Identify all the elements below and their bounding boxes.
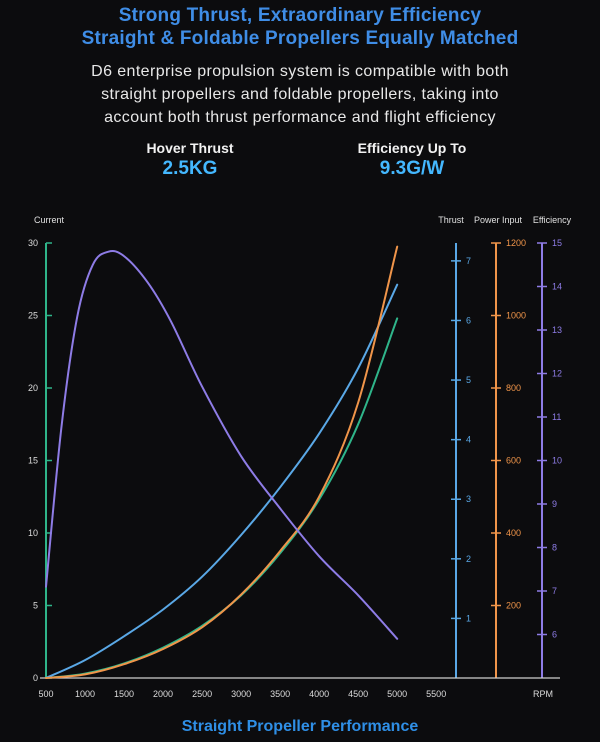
current-series-line [45, 317, 399, 679]
x-tick-label: 3500 [270, 689, 290, 699]
efficiency-tick-label: 15 [552, 238, 562, 248]
x-tick-label: 500 [38, 689, 53, 699]
x-tick-label: 2500 [192, 689, 212, 699]
efficiency-tick-label: 7 [552, 586, 557, 596]
power-axis-label: Power Input [474, 215, 523, 225]
description-line: straight propellers and foldable propell… [101, 86, 499, 103]
x-tick-label: 1000 [75, 689, 95, 699]
thrust-tick-label: 4 [466, 435, 471, 445]
current-tick-label: 20 [28, 383, 38, 393]
efficiency-tick-label: 11 [552, 412, 561, 422]
x-tick-label: 3000 [231, 689, 251, 699]
x-axis-label: RPM [533, 689, 553, 699]
x-tick-label: 5000 [387, 689, 407, 699]
efficiency-value: 9.3G/W [379, 158, 445, 179]
x-tick-label: 4000 [309, 689, 329, 699]
current-tick-label: 30 [28, 238, 38, 248]
power-tick-label: 600 [506, 456, 521, 466]
efficiency-tick-label: 14 [552, 282, 562, 292]
x-tick-label: 2000 [153, 689, 173, 699]
current-tick-label: 5 [33, 601, 38, 611]
description-line: account both thrust performance and flig… [104, 109, 496, 126]
power-tick-label: 1000 [506, 311, 526, 321]
efficiency-series-line [45, 250, 399, 640]
chart-caption: Straight Propeller Performance [181, 718, 419, 735]
x-tick-label: 1500 [114, 689, 134, 699]
description-line: D6 enterprise propulsion system is compa… [91, 63, 509, 80]
current-axis-label: Current [34, 215, 65, 225]
power-tick-label: 1200 [506, 238, 526, 248]
hover-thrust-label: Hover Thrust [146, 140, 234, 156]
efficiency-tick-label: 6 [552, 630, 557, 640]
thrust-tick-label: 3 [466, 494, 471, 504]
efficiency-tick-label: 13 [552, 325, 562, 335]
headline-line-1: Strong Thrust, Extraordinary Efficiency [118, 5, 482, 26]
power-tick-label: 800 [506, 383, 521, 393]
headline-line-2: Straight & Foldable Propellers Equally M… [81, 28, 519, 49]
thrust-tick-label: 6 [466, 315, 471, 325]
efficiency-tick-label: 12 [552, 369, 562, 379]
thrust-series-line [45, 283, 399, 679]
power-series-line [45, 245, 399, 679]
efficiency-tick-label: 9 [552, 499, 557, 509]
thrust-tick-label: 2 [466, 554, 471, 564]
x-tick-label: 5500 [426, 689, 446, 699]
power-tick-label: 400 [506, 528, 521, 538]
thrust-axis-label: Thrust [438, 215, 464, 225]
current-tick-label: 10 [28, 528, 38, 538]
thrust-tick-label: 7 [466, 256, 471, 266]
current-tick-label: 15 [28, 456, 38, 466]
power-tick-label: 200 [506, 601, 521, 611]
thrust-tick-label: 1 [466, 613, 471, 623]
x-tick-label: 4500 [348, 689, 368, 699]
efficiency-tick-label: 10 [552, 456, 562, 466]
description: D6 enterprise propulsion system is compa… [0, 60, 600, 129]
efficiency-axis-label: Efficiency [533, 215, 572, 225]
efficiency-label: Efficiency Up To [357, 140, 467, 156]
hover-thrust-value: 2.5KG [162, 158, 218, 179]
efficiency-tick-label: 8 [552, 543, 557, 553]
current-tick-label: 25 [28, 311, 38, 321]
thrust-tick-label: 5 [466, 375, 471, 385]
current-tick-label: 0 [33, 673, 38, 683]
